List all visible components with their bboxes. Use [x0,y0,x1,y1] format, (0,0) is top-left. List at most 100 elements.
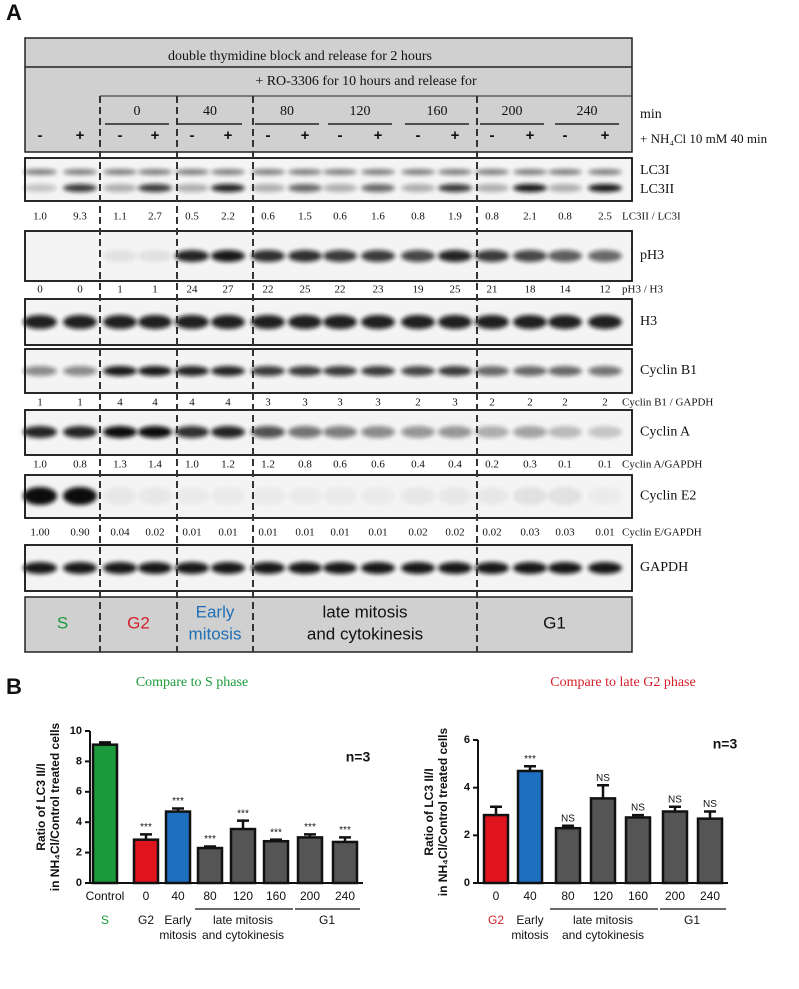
quant-label: Cyclin A/GAPDH [622,459,702,471]
band [63,315,97,329]
x-tick-label: 160 [266,889,286,903]
treatment: + NH₄Cl 10 mM 40 min [640,131,768,146]
blot-label: LC3II [640,182,675,197]
band [588,184,622,192]
quant-value: 22 [263,284,274,296]
lane-sign: - [38,127,43,144]
quant-value: 1.3 [113,459,127,471]
error-bar [524,764,536,771]
lane-sign: - [490,127,495,144]
quant-value: 0.02 [408,527,427,539]
blot-label: Cyclin E2 [640,489,696,504]
quant-value: 0.4 [411,459,425,471]
lane-sign: - [563,127,568,144]
quant-value: 1.0 [33,459,47,471]
band [211,562,245,574]
x-tick-label: 0 [493,889,500,903]
band [438,562,472,574]
bar [624,816,652,885]
bar [229,827,257,885]
band [63,184,97,192]
significance: NS [703,799,717,810]
band [63,487,97,505]
lane-sign: + [301,127,310,144]
quant-value: 0.2 [485,459,499,471]
band [103,250,137,262]
quant-value: 0.02 [445,527,464,539]
x-tick-label: Control [86,889,125,903]
significance: NS [631,803,645,814]
band [475,184,509,192]
significance: *** [339,825,351,836]
band [361,315,395,329]
y-tick-label: 4 [76,816,83,828]
bar [91,743,119,885]
lane-sign: + [526,127,535,144]
band [138,426,172,438]
band [288,184,322,192]
band [288,426,322,438]
band [323,562,357,574]
lane-sign: + [76,127,85,144]
band [361,169,395,175]
band [323,487,357,505]
quant-value: 3 [302,397,308,409]
quant-value: 1 [152,284,158,296]
group-label: mitosis [159,928,196,942]
band [251,487,285,505]
phase-label: mitosis [189,624,242,643]
band [175,366,209,376]
significance: *** [524,754,536,765]
quant-value: 0.01 [368,527,387,539]
band [138,366,172,376]
band [548,562,582,574]
x-tick-label: 0 [143,889,150,903]
blot-label: Cyclin A [640,425,691,440]
band [588,562,622,574]
quant-value: 0.4 [448,459,462,471]
band [175,426,209,438]
note: n=3 [713,736,738,752]
significance: NS [561,813,575,824]
band [251,366,285,376]
group-label: G1 [684,913,700,927]
bar [554,826,582,885]
quant-value: 0.1 [558,459,572,471]
error-bar [562,824,574,829]
quant-value: 0.5 [185,211,199,223]
band [288,487,322,505]
band [103,487,137,505]
band [103,315,137,329]
group-label: mitosis [511,928,548,942]
band [588,315,622,329]
y-tick-label: 6 [76,786,82,798]
quant-label: Cyclin B1 / GAPDH [622,397,713,409]
band [513,315,547,329]
quant-value: 21 [487,284,498,296]
band [138,315,172,329]
band [513,184,547,192]
quant-value: 0.8 [485,211,499,223]
x-tick-label: 80 [203,889,217,903]
y-tick-label: 2 [76,847,82,859]
band [138,169,172,175]
quant-value: 2 [602,397,608,409]
time-label: 0 [134,104,141,119]
band [251,250,285,262]
band [548,184,582,192]
quant-value: 0.04 [110,527,130,539]
band [475,315,509,329]
phase-label: S [57,613,68,632]
band [323,250,357,262]
band [438,426,472,438]
blot-label: H3 [640,314,657,329]
x-tick-label: 40 [523,889,537,903]
band [548,250,582,262]
band [211,426,245,438]
quant-value: 0.03 [520,527,540,539]
y-axis-label: in NH₄Cl/Control treated cells [436,727,450,896]
band [513,250,547,262]
error-bar [632,813,644,818]
band [513,426,547,438]
significance: NS [596,773,610,784]
